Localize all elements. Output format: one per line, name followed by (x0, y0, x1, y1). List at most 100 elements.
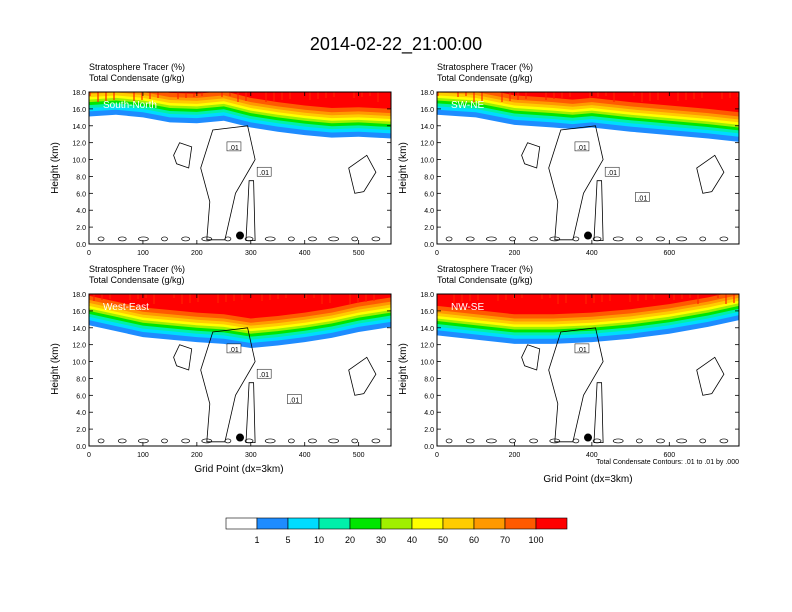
y-tick-label: 14.0 (420, 124, 434, 131)
tracer-streak (601, 294, 603, 302)
tracer-streak (109, 294, 111, 299)
contour-footnote: Total Condensate Contours: .01 to .01 by… (596, 459, 739, 466)
tracer-streak (645, 294, 647, 300)
tracer-streak (129, 294, 131, 300)
y-tick-label: 18.0 (72, 90, 86, 97)
tracer-field: .01 (437, 294, 739, 446)
y-axis-label: Height (km) (50, 142, 61, 194)
tracer-streak (693, 92, 695, 99)
x-tick-label: 300 (245, 250, 257, 257)
tracer-streak (545, 92, 547, 100)
x-tick-label: 0 (87, 452, 91, 459)
panel-title-line-1: Stratosphere Tracer (%) (89, 62, 185, 72)
condensate-contour (244, 438, 254, 444)
y-tick-label: 16.0 (420, 309, 434, 316)
tracer-streak (473, 92, 475, 102)
contour-label: .01 (259, 170, 269, 177)
y-tick-label: 0.0 (76, 444, 86, 451)
tracer-streak (153, 294, 155, 304)
condensate-contour (244, 236, 254, 242)
tracer-streak (149, 92, 151, 99)
tracer-streak (185, 92, 187, 98)
y-tick-label: 2.0 (76, 225, 86, 232)
y-tick-label: 4.0 (424, 410, 434, 417)
condensate-contour (287, 438, 295, 444)
tracer-streak (481, 92, 483, 101)
tracer-streak (93, 294, 95, 301)
colorbar-swatch (411, 517, 444, 530)
tracer-streak (265, 92, 267, 102)
tracer-streak (613, 92, 615, 102)
colorbar-swatch (287, 517, 320, 530)
condensate-contour (696, 356, 725, 396)
tracer-streak (365, 294, 367, 302)
condensate-contour (699, 236, 707, 242)
panel-west-east: Stratosphere Tracer (%) Total Condensate… (50, 264, 392, 475)
condensate-contour (548, 125, 604, 241)
condensate-contour (328, 438, 339, 444)
x-tick-label: 0 (435, 452, 439, 459)
tracer-streak (569, 92, 571, 97)
x-tick-label: 400 (299, 452, 311, 459)
condensate-contour (676, 438, 687, 444)
panel-title-line-1: Stratosphere Tracer (%) (89, 264, 185, 274)
tracer-streak (689, 294, 691, 298)
x-tick-label: 600 (663, 250, 675, 257)
tracer-streak (653, 294, 655, 299)
tracer-streak (521, 294, 523, 298)
condensate-contour (181, 236, 190, 242)
condensate-contour (161, 438, 168, 444)
condensate-contour (509, 438, 516, 444)
condensate-contour (572, 236, 580, 242)
condensate-contour (719, 438, 729, 444)
contour-label-box (226, 141, 242, 152)
y-tick-label: 18.0 (420, 90, 434, 97)
tracer-streak (501, 92, 503, 102)
tracer-streak (525, 92, 527, 99)
tracer-streak (305, 294, 307, 299)
colorbar-label: 20 (345, 535, 355, 545)
tracer-streak (725, 294, 727, 304)
tracer-streak (373, 294, 375, 301)
condensate-contour (348, 356, 377, 396)
y-tick-label: 4.0 (76, 410, 86, 417)
tracer-streak (137, 294, 139, 299)
panel-title-line-2: Total Condensate (g/kg) (437, 275, 533, 285)
contour-label-box (604, 166, 620, 177)
tracer-streak (269, 294, 271, 300)
tracer-streak (325, 92, 327, 98)
panel-nw-se: Stratosphere Tracer (%) Total Condensate… (398, 264, 740, 485)
tracer-streak (313, 294, 315, 298)
colorbar-label: 5 (285, 535, 290, 545)
y-tick-label: 8.0 (424, 376, 434, 383)
colorbar-swatch (349, 517, 382, 530)
condensate-contour (509, 236, 516, 242)
tracer-streak (641, 92, 643, 102)
x-axis-label: Grid Point (dx=3km) (194, 464, 283, 475)
contour-label-box (287, 394, 302, 404)
condensate-contour (97, 236, 105, 242)
tracer-streak (361, 92, 363, 97)
y-tick-label: 10.0 (72, 158, 86, 165)
contour-label: .01 (577, 347, 587, 354)
tracer-streak (633, 92, 635, 96)
panel-title-line-2: Total Condensate (g/kg) (437, 73, 533, 83)
colorbar-swatch (318, 517, 351, 530)
colorbar-swatch (225, 517, 258, 530)
y-tick-label: 0.0 (424, 444, 434, 451)
condensate-contour (200, 327, 256, 443)
x-tick-label: 400 (299, 250, 311, 257)
condensate-contour (635, 236, 643, 242)
condensate-contour (699, 438, 707, 444)
condensate-contour (201, 438, 213, 444)
contour-label: .01 (289, 398, 299, 405)
colorbar-swatch (256, 517, 289, 530)
condensate-contour (138, 438, 149, 444)
colorbar-swatch (535, 517, 568, 530)
y-tick-label: 16.0 (72, 309, 86, 316)
colorbar-label: 70 (500, 535, 510, 545)
tracer-streak (717, 294, 719, 298)
condensate-contour (445, 236, 453, 242)
y-tick-label: 10.0 (420, 158, 434, 165)
x-tick-label: 400 (586, 452, 598, 459)
